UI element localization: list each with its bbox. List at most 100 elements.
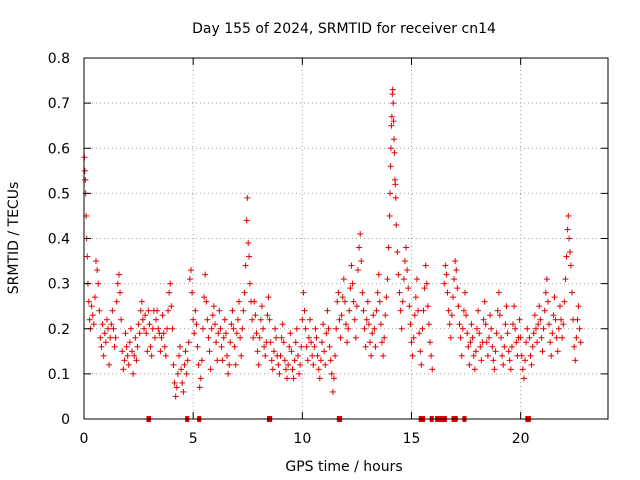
data-point xyxy=(351,316,358,323)
data-point xyxy=(105,325,112,332)
data-point xyxy=(193,321,200,328)
data-point xyxy=(346,307,353,314)
data-point xyxy=(166,289,173,296)
data-point xyxy=(154,307,161,314)
data-point xyxy=(556,303,563,310)
data-point xyxy=(523,339,530,346)
data-point xyxy=(499,352,506,359)
data-point xyxy=(196,384,203,391)
data-point xyxy=(298,343,305,350)
data-point xyxy=(96,307,103,314)
data-point xyxy=(322,361,329,368)
data-point xyxy=(493,330,500,337)
data-point xyxy=(388,122,395,129)
data-point xyxy=(353,303,360,310)
data-point xyxy=(551,294,558,301)
data-point xyxy=(392,181,399,188)
data-point xyxy=(268,357,275,364)
data-point xyxy=(508,343,515,350)
data-point xyxy=(232,361,239,368)
data-points xyxy=(81,86,584,400)
data-point xyxy=(335,289,342,296)
data-point xyxy=(189,289,196,296)
data-point xyxy=(421,285,428,292)
data-point xyxy=(369,330,376,337)
data-point xyxy=(361,325,368,332)
data-point xyxy=(401,258,408,265)
data-point xyxy=(230,325,237,332)
data-point xyxy=(336,316,343,323)
data-point xyxy=(356,244,363,251)
data-point xyxy=(208,325,215,332)
data-point xyxy=(453,267,460,274)
data-point xyxy=(103,316,110,323)
data-point xyxy=(219,357,226,364)
data-point xyxy=(137,307,144,314)
data-point xyxy=(275,361,282,368)
data-point xyxy=(532,325,539,332)
data-point xyxy=(226,361,233,368)
data-point xyxy=(175,352,182,359)
data-point xyxy=(292,339,299,346)
data-point xyxy=(471,366,478,373)
data-point xyxy=(256,334,263,341)
data-point xyxy=(513,339,520,346)
data-point xyxy=(345,325,352,332)
data-point xyxy=(498,334,505,341)
data-point xyxy=(177,343,184,350)
data-point xyxy=(217,325,224,332)
data-point xyxy=(194,343,201,350)
data-point xyxy=(126,339,133,346)
data-point xyxy=(133,357,140,364)
data-point xyxy=(468,321,475,328)
data-point xyxy=(183,370,190,377)
data-point xyxy=(157,348,164,355)
data-point xyxy=(134,343,141,350)
data-point xyxy=(429,366,436,373)
data-point xyxy=(334,298,341,305)
data-point xyxy=(567,249,574,256)
data-point xyxy=(424,303,431,310)
data-point xyxy=(496,312,503,319)
data-point xyxy=(352,334,359,341)
data-point xyxy=(272,325,279,332)
data-point xyxy=(487,312,494,319)
data-point xyxy=(577,339,584,346)
y-axis-label: SRMTID / TECUs xyxy=(6,182,22,295)
data-point xyxy=(543,276,550,283)
data-point xyxy=(374,289,381,296)
data-point xyxy=(370,312,377,319)
data-point xyxy=(330,375,337,382)
data-point xyxy=(243,217,250,224)
data-point xyxy=(142,312,149,319)
data-point xyxy=(115,271,122,278)
data-point xyxy=(213,339,220,346)
data-point xyxy=(186,276,193,283)
data-point xyxy=(124,352,131,359)
data-point xyxy=(394,249,401,256)
data-point xyxy=(210,303,217,310)
grid xyxy=(84,58,608,419)
data-point xyxy=(377,321,384,328)
data-point xyxy=(135,321,142,328)
data-point xyxy=(524,325,531,332)
data-point xyxy=(441,280,448,287)
data-point xyxy=(516,316,523,323)
data-point xyxy=(253,330,260,337)
data-point xyxy=(504,330,511,337)
data-point xyxy=(277,352,284,359)
data-point xyxy=(284,375,291,382)
data-point xyxy=(452,258,459,265)
data-point xyxy=(531,312,538,319)
data-point xyxy=(384,276,391,283)
data-point xyxy=(483,339,490,346)
data-point xyxy=(398,325,405,332)
data-point xyxy=(249,316,256,323)
data-point xyxy=(265,294,272,301)
data-point xyxy=(387,190,394,197)
data-point xyxy=(167,280,174,287)
data-point xyxy=(280,339,287,346)
data-point xyxy=(303,343,310,350)
data-point xyxy=(171,379,178,386)
data-point xyxy=(100,352,107,359)
